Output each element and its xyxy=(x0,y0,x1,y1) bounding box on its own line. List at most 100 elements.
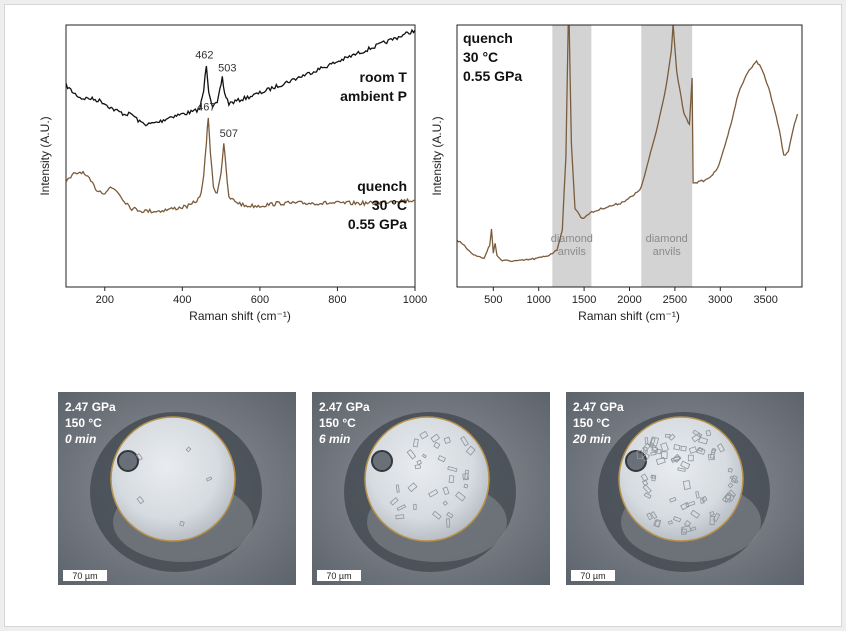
crystal-grain xyxy=(709,515,715,526)
left-y-axis-label: Intensity (A.U.) xyxy=(38,116,52,195)
crystal-grain xyxy=(682,480,691,490)
crystal-grain xyxy=(664,434,671,438)
crystal-grain xyxy=(697,446,704,452)
crystal-grain xyxy=(185,446,192,453)
left-x-tick-label-200: 200 xyxy=(96,294,114,306)
left-plot-frame xyxy=(65,24,416,288)
crystal-grain xyxy=(660,451,668,459)
right-y-axis-label: Intensity (A.U.) xyxy=(430,116,444,195)
crystal-grain xyxy=(669,496,677,503)
micrograph-0-sample-chamber xyxy=(110,416,236,542)
left-x-axis-label: Raman shift (cm⁻¹) xyxy=(189,309,291,323)
left-x-tick-label-1000: 1000 xyxy=(403,294,427,306)
right-title-line2: 30 °C xyxy=(463,49,498,65)
crystal-grain xyxy=(642,484,652,494)
left-x-tick-label-800: 800 xyxy=(328,294,346,306)
crystal-grain xyxy=(655,456,666,466)
right-x-ticks: 500 1000 1500 2000 2500 3000 3500 xyxy=(484,287,778,306)
crystal-grain xyxy=(433,441,441,449)
crystal-grain xyxy=(690,526,697,532)
crystal-grain xyxy=(396,504,407,511)
crystal-grain xyxy=(395,484,400,493)
micrograph-1-time: 6 min xyxy=(319,432,350,446)
right-x-tick-label-2500: 2500 xyxy=(663,294,687,306)
crystal-grain xyxy=(650,436,660,447)
crystal-grain xyxy=(416,459,422,466)
left-x-tick-label-600: 600 xyxy=(251,294,269,306)
right-x-tick-label-1500: 1500 xyxy=(572,294,596,306)
crystal-grain xyxy=(643,492,652,499)
right-title-line1: quench xyxy=(463,30,513,46)
series-label-quench-line3: 0.55 GPa xyxy=(348,216,407,232)
crystal-grain xyxy=(644,437,649,445)
crystal-grain xyxy=(421,453,427,459)
crystal-grain xyxy=(681,524,692,534)
crystal-grain xyxy=(651,446,659,453)
micrograph-1-pressure: 2.47 GPa xyxy=(319,400,370,414)
figure-frame: 200 400 600 800 1000 462 503 467 507 room T … xyxy=(4,4,842,627)
crystal-grain xyxy=(690,509,701,519)
crystal-grain xyxy=(649,437,656,447)
crystal-grain xyxy=(668,433,676,441)
crystal-grain xyxy=(447,465,458,473)
crystal-grain xyxy=(636,450,644,460)
crystal-grain xyxy=(680,460,691,470)
diamond-band-0-label-1: anvils xyxy=(558,246,587,258)
crystal-grain xyxy=(651,474,657,482)
micrograph-0-time: 0 min xyxy=(65,432,96,446)
crystal-grain xyxy=(136,496,145,505)
crystal-grain xyxy=(413,503,417,510)
crystal-grain xyxy=(722,493,732,503)
micrograph-0-ruby-sphere xyxy=(117,450,139,472)
right-x-tick-label-3500: 3500 xyxy=(753,294,777,306)
crystal-grain xyxy=(465,445,476,456)
crystal-grain xyxy=(683,520,692,528)
micrograph-1-temperature: 150 °C xyxy=(319,416,356,430)
crystal-grain xyxy=(442,486,450,496)
micrograph-row: 2.47 GPa 150 °C 0 min 70 µm 2.47 GPa 150… xyxy=(58,392,804,585)
crystal-grain xyxy=(696,447,706,455)
crystal-grain xyxy=(654,519,662,528)
series-label-quench-line2: 30 °C xyxy=(372,197,407,213)
left-series-quench xyxy=(66,117,415,214)
micrograph-2-pressure: 2.47 GPa xyxy=(573,400,624,414)
series-label-room-t-line2: ambient P xyxy=(340,88,407,104)
crystal-grain xyxy=(395,514,405,520)
crystal-grain xyxy=(428,489,439,498)
right-x-tick-label-1000: 1000 xyxy=(526,294,550,306)
right-x-tick-label-3000: 3000 xyxy=(708,294,732,306)
crystal-grain xyxy=(709,511,715,517)
crystal-grain xyxy=(672,453,682,463)
right-plot-bg xyxy=(457,25,802,287)
right-x-tick-label-2000: 2000 xyxy=(617,294,641,306)
crystal-grain xyxy=(205,476,213,482)
right-title-line3: 0.55 GPa xyxy=(463,68,522,84)
peak-label-507: 507 xyxy=(220,128,238,140)
crystal-grain xyxy=(724,494,732,503)
micrograph-image-1 xyxy=(312,392,550,585)
crystal-grain xyxy=(432,510,442,520)
peak-label-462: 462 xyxy=(195,49,213,61)
micrograph-2-temperature: 150 °C xyxy=(573,416,610,430)
series-label-room-t-line1: room T xyxy=(360,69,408,85)
crystal-grain xyxy=(673,443,681,451)
crystal-grain xyxy=(389,497,399,506)
left-raman-chart: 200 400 600 800 1000 462 503 467 507 room T … xyxy=(38,24,427,323)
left-x-tick-label-400: 400 xyxy=(173,294,191,306)
crystal-grain xyxy=(677,467,686,472)
micrograph-2-sample-chamber xyxy=(618,416,744,542)
micrograph-image-2 xyxy=(566,392,804,585)
crystal-grain xyxy=(660,442,669,453)
micrograph-0-temperature: 150 °C xyxy=(65,416,102,430)
series-label-quench-line1: quench xyxy=(357,178,407,194)
diamond-band-1-label-1: anvils xyxy=(653,246,682,258)
crystal-grain xyxy=(685,500,696,508)
crystal-grain xyxy=(406,449,417,460)
micrograph-1-sample-chamber xyxy=(364,416,490,542)
crystal-grain xyxy=(412,438,419,448)
micrograph-image-0 xyxy=(58,392,296,585)
crystal-grain xyxy=(407,482,418,493)
crystal-grain xyxy=(646,512,653,521)
crystal-grain xyxy=(727,482,734,489)
crystal-grain xyxy=(728,489,737,498)
